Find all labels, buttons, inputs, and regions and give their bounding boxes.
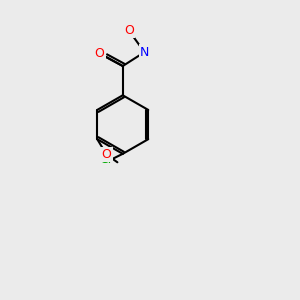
- Text: Cl: Cl: [100, 154, 112, 166]
- Text: O: O: [124, 24, 134, 37]
- Text: O: O: [102, 148, 112, 161]
- Text: N: N: [140, 46, 149, 59]
- Text: O: O: [94, 47, 104, 60]
